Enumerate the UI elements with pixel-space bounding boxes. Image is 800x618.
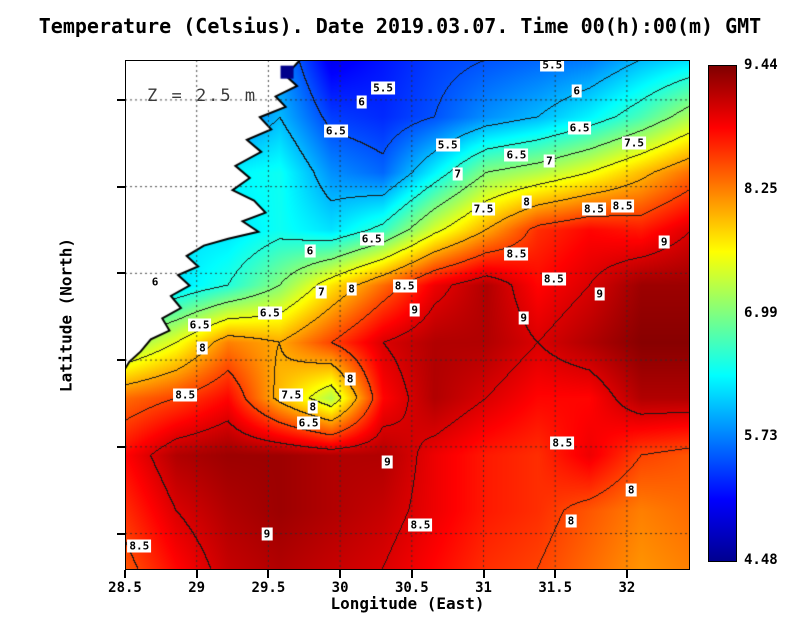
contour-labels-layer: 5.5 5.5 6 6 6.5 6.5 5.5 7.5 6.5 7 7 7.5 8 8.5 8.5 9 6.5 6… bbox=[125, 60, 690, 570]
contour-label: 8.5 bbox=[550, 436, 575, 450]
x-tick-mark bbox=[410, 570, 413, 578]
contour-label: 6.5 bbox=[504, 148, 529, 162]
contour-label: 8.5 bbox=[504, 247, 529, 261]
x-axis-label: Longitude (East) bbox=[330, 594, 485, 613]
contour-label: 5.5 bbox=[540, 60, 565, 72]
contour-label: 8.5 bbox=[127, 539, 152, 553]
colorbar-gradient bbox=[709, 66, 736, 561]
contour-label: 8.5 bbox=[610, 199, 635, 213]
x-tick-label: 32 bbox=[618, 580, 636, 596]
contour-label: 7 bbox=[544, 154, 555, 168]
colorbar-tick-label: 4.48 bbox=[744, 552, 778, 568]
colorbar bbox=[708, 65, 737, 562]
y-tick-mark bbox=[117, 359, 125, 362]
contour-label: 8 bbox=[521, 195, 532, 209]
contour-label: 6 bbox=[571, 84, 583, 98]
contour-label: 5.5 bbox=[371, 81, 396, 95]
contour-label: 7.5 bbox=[622, 136, 646, 150]
contour-label: 6.5 bbox=[359, 232, 384, 246]
contour-label: 7.5 bbox=[279, 388, 304, 402]
contour-label: 9 bbox=[658, 235, 670, 249]
contour-label: 8 bbox=[197, 341, 208, 355]
contour-label: 6.5 bbox=[296, 416, 321, 430]
contour-label: 8 bbox=[565, 514, 577, 528]
plot-area: 5.5 5.5 6 6 6.5 6.5 5.5 7.5 6.5 7 7 7.5 8 8.5 8.5 9 6.5 6… bbox=[125, 60, 690, 570]
contour-label: 6 bbox=[356, 95, 367, 109]
contour-label: 7 bbox=[316, 285, 327, 299]
x-tick-mark bbox=[554, 570, 557, 578]
contour-label: 8 bbox=[307, 400, 319, 414]
contour-label: 6.5 bbox=[257, 306, 282, 320]
x-tick-mark bbox=[482, 570, 485, 578]
colorbar-tick-label: 5.73 bbox=[744, 428, 778, 445]
contour-label: 9 bbox=[518, 311, 529, 325]
x-tick-label: 30.5 bbox=[394, 580, 429, 596]
y-tick-mark bbox=[117, 445, 125, 448]
contour-label: 8 bbox=[346, 282, 357, 296]
contour-label: 5.5 bbox=[435, 138, 460, 152]
x-tick-label: 28.5 bbox=[108, 580, 142, 596]
x-tick-label: 31 bbox=[475, 580, 492, 596]
colorbar-tick-label: 8.25 bbox=[744, 180, 778, 197]
contour-label: 8 bbox=[625, 483, 637, 497]
y-tick-mark bbox=[117, 98, 125, 101]
contour-label: 6.5 bbox=[187, 318, 212, 332]
contour-label: 8.5 bbox=[392, 279, 417, 292]
contour-label: 6.5 bbox=[567, 121, 592, 135]
contour-label: 7 bbox=[452, 167, 463, 181]
contour-label: 8 bbox=[344, 372, 356, 386]
x-tick-mark bbox=[267, 570, 270, 578]
contour-label: 9 bbox=[261, 527, 273, 541]
y-axis-label: Latitude (North) bbox=[56, 237, 76, 393]
contour-label: 8.5 bbox=[541, 272, 566, 286]
contour-label: 9 bbox=[382, 455, 393, 469]
contour-label: 6 bbox=[149, 275, 161, 289]
contour-label: 7.5 bbox=[471, 202, 496, 216]
colorbar-tick-label: 9.44 bbox=[744, 57, 778, 73]
temperature-field-canvas bbox=[125, 60, 690, 570]
contour-label: 8.5 bbox=[581, 202, 606, 216]
x-tick-label: 29 bbox=[188, 580, 206, 596]
contour-label: 8.5 bbox=[173, 388, 198, 402]
contour-label: 8.5 bbox=[408, 518, 433, 532]
contour-label: 6.5 bbox=[323, 124, 348, 138]
x-tick-mark bbox=[625, 570, 628, 578]
colorbar-tick-label: 6.99 bbox=[744, 304, 778, 321]
x-tick-mark bbox=[124, 570, 126, 578]
y-tick-mark bbox=[117, 185, 125, 188]
x-tick-label: 31.5 bbox=[538, 580, 573, 596]
x-tick-label: 29.5 bbox=[251, 580, 286, 596]
x-tick-mark bbox=[339, 570, 342, 578]
x-tick-label: 30 bbox=[331, 580, 349, 596]
contour-label: 6 bbox=[304, 244, 316, 258]
x-tick-mark bbox=[195, 570, 198, 578]
y-tick-mark bbox=[117, 532, 125, 535]
y-tick-mark bbox=[117, 272, 125, 275]
contour-label: 9 bbox=[594, 287, 605, 301]
chart-title: Temperature (Celsius). Date 2019.03.07. … bbox=[38, 14, 762, 38]
contour-label: 9 bbox=[409, 303, 420, 317]
depth-annotation: Z = 2.5 m bbox=[147, 86, 258, 106]
